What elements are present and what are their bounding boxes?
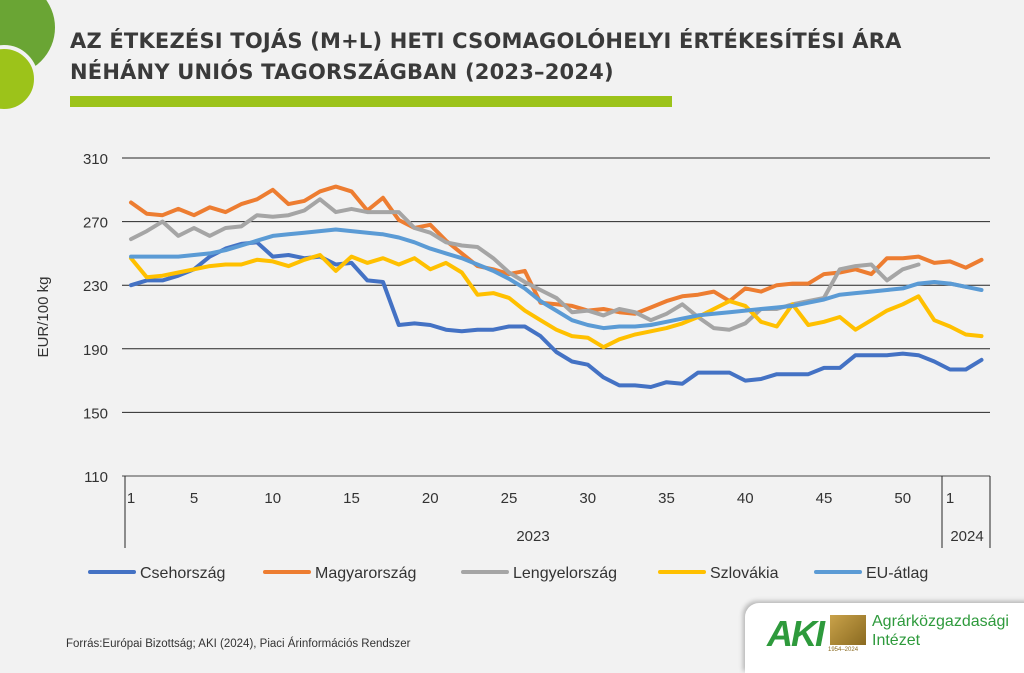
y-tick-label: 190: [83, 342, 108, 359]
x-group-label: 2024: [950, 528, 983, 545]
legend-label: EU-átlag: [866, 565, 928, 582]
x-tick-label: 1: [946, 490, 954, 507]
y-tick-label: 230: [83, 278, 108, 295]
aki-logo: AKI 1954–2024 Agrárközgazdasági Intézet: [745, 603, 1024, 673]
title-line-1: AZ ÉTKEZÉSI TOJÁS (M+L) HETI CSOMAGOLÓHE…: [70, 29, 902, 53]
x-tick-label: 15: [343, 490, 360, 507]
logo-name-line-1: Agrárközgazdasági: [872, 613, 1009, 630]
logo-institute-name: Agrárközgazdasági Intézet: [872, 612, 1009, 650]
title-line-2: NÉHÁNY UNIÓS TAGORSZÁGBAN (2023–2024): [70, 60, 614, 84]
legend-label: Magyarország: [315, 565, 416, 582]
x-group-label: 2023: [516, 528, 549, 545]
source-note: Forrás:Európai Bizottság; AKI (2024), Pi…: [66, 638, 411, 650]
y-tick-label: 150: [83, 405, 108, 422]
x-tick-label: 40: [737, 490, 754, 507]
title-underline: [70, 96, 672, 107]
legend-label: Szlovákia: [710, 565, 779, 582]
x-tick-label: 1: [127, 490, 135, 507]
x-tick-label: 30: [579, 490, 596, 507]
x-tick-label: 35: [658, 490, 675, 507]
series-line-szlovákia: [129, 253, 984, 350]
x-tick-label: 5: [190, 490, 198, 507]
x-tick-label: 10: [264, 490, 281, 507]
series-line-csehország: [129, 240, 984, 389]
series-line-lengyelország: [129, 197, 968, 332]
y-tick-label: 110: [84, 469, 108, 486]
legend-label: Csehország: [140, 565, 225, 582]
legend-label: Lengyelország: [513, 565, 617, 582]
x-tick-label: 50: [894, 490, 911, 507]
x-tick-label: 45: [816, 490, 833, 507]
y-axis-label: EUR/100 kg: [35, 277, 52, 358]
series-line-eu-átlag: [129, 227, 984, 331]
chart-title: AZ ÉTKEZÉSI TOJÁS (M+L) HETI CSOMAGOLÓHE…: [70, 26, 902, 88]
y-tick-label: 270: [83, 215, 108, 232]
x-tick-label: 20: [422, 490, 439, 507]
logo-aki-mark: AKI: [767, 613, 825, 654]
logo-years: 1954–2024: [828, 647, 859, 653]
y-tick-label: 310: [83, 151, 108, 168]
x-tick-label: 25: [501, 490, 518, 507]
logo-name-line-2: Intézet: [872, 632, 921, 649]
logo-70-emblem: [830, 615, 866, 645]
